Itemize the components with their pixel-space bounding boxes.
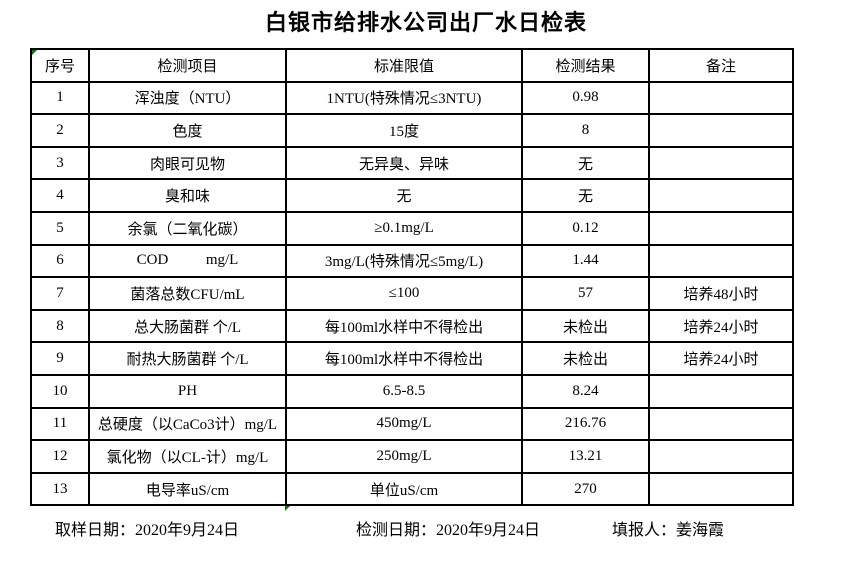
table-cell[interactable]: 无 bbox=[521, 178, 650, 213]
table-cell[interactable] bbox=[648, 471, 794, 507]
table-row: 9 耐热大肠菌群 个/L 每100ml水样中不得检出 未检出 培养24小时 bbox=[30, 341, 794, 376]
table-row: 12 氯化物（以CL-计）mg/L 250mg/L 13.21 bbox=[30, 439, 794, 474]
table-cell[interactable] bbox=[648, 178, 794, 213]
table-cell[interactable]: 1NTU(特殊情况≤3NTU) bbox=[285, 80, 523, 116]
table-cell[interactable]: 余氯（二氧化碳） bbox=[88, 210, 287, 246]
header-row: 序号 检测项目 标准限值 检测结果 备注 bbox=[30, 48, 794, 83]
column-header[interactable]: 序号 bbox=[30, 48, 90, 83]
table-cell[interactable]: 总大肠菌群 个/L bbox=[88, 308, 287, 344]
table-cell[interactable] bbox=[648, 439, 794, 474]
table-cell[interactable]: 0.98 bbox=[521, 80, 650, 116]
table-cell[interactable]: 未检出 bbox=[521, 308, 650, 344]
table-cell[interactable]: 无 bbox=[285, 178, 523, 213]
table-cell[interactable]: 1 bbox=[30, 80, 90, 116]
table-cell[interactable]: 216.76 bbox=[521, 406, 650, 442]
table-cell[interactable]: 2 bbox=[30, 113, 90, 148]
table-cell[interactable]: 12 bbox=[30, 439, 90, 474]
table-cell[interactable]: 臭和味 bbox=[88, 178, 287, 213]
table-cell[interactable]: 0.12 bbox=[521, 210, 650, 246]
table-cell[interactable]: 单位uS/cm bbox=[285, 471, 523, 507]
table-row: 5 余氯（二氧化碳） ≥0.1mg/L 0.12 bbox=[30, 210, 794, 246]
table-cell[interactable]: 无 bbox=[521, 145, 650, 181]
table-cell[interactable]: 培养24小时 bbox=[648, 341, 794, 376]
table-cell[interactable]: 培养48小时 bbox=[648, 276, 794, 311]
table-cell[interactable]: 9 bbox=[30, 341, 90, 376]
table-cell[interactable]: 肉眼可见物 bbox=[88, 145, 287, 181]
table-cell[interactable]: 4 bbox=[30, 178, 90, 213]
table-cell[interactable] bbox=[648, 145, 794, 181]
table-cell[interactable]: 菌落总数CFU/mL bbox=[88, 276, 287, 311]
table-cell[interactable]: 13 bbox=[30, 471, 90, 507]
table-cell[interactable] bbox=[648, 243, 794, 279]
table-cell[interactable]: COD mg/L bbox=[88, 243, 287, 279]
table-cell[interactable]: 8.24 bbox=[521, 373, 650, 409]
table-row: 3 肉眼可见物 无异臭、异味无 bbox=[30, 145, 794, 181]
table-cell[interactable]: 270 bbox=[521, 471, 650, 507]
table-row: 4 臭和味无无 bbox=[30, 178, 794, 213]
table-row: 13 电导率uS/cm 单位uS/cm 270 bbox=[30, 471, 794, 507]
table-cell[interactable]: 57 bbox=[521, 276, 650, 311]
table-cell[interactable] bbox=[648, 80, 794, 116]
table-cell[interactable]: 13.21 bbox=[521, 439, 650, 474]
table-cell[interactable]: 浑浊度（NTU） bbox=[88, 80, 287, 116]
footer: 取样日期：2020年9月24日 检测日期：2020年9月24日 填报人：姜海霞 bbox=[0, 516, 852, 539]
table-cell[interactable]: 8 bbox=[30, 308, 90, 344]
table-cell[interactable]: 每100ml水样中不得检出 bbox=[285, 341, 523, 376]
table-cell[interactable] bbox=[648, 406, 794, 442]
table-cell[interactable]: 色度 bbox=[88, 113, 287, 148]
excel-green-corner-icon bbox=[32, 50, 37, 55]
table-cell[interactable] bbox=[648, 373, 794, 409]
excel-green-corner-icon bbox=[285, 506, 290, 512]
reporter-label: 填报人：姜海霞 bbox=[612, 522, 725, 539]
test-date-label: 检测日期：2020年9月24日 bbox=[356, 522, 541, 539]
table-row: 8 总大肠菌群 个/L 每100ml水样中不得检出 未检出 培养24小时 bbox=[30, 308, 794, 344]
inspection-table-wrap: 序号 检测项目 标准限值 检测结果 备注 1 浑浊度（NTU） 1NTU(特殊情况≤3NTU… bbox=[30, 48, 794, 512]
table-cell[interactable]: 450mg/L bbox=[285, 406, 523, 442]
inspection-table: 序号 检测项目 标准限值 检测结果 备注 1 浑浊度（NTU） 1NTU(特殊情况≤3NTU… bbox=[30, 48, 794, 507]
table-cell[interactable]: 每100ml水样中不得检出 bbox=[285, 308, 523, 344]
sampling-date-label: 取样日期：2020年9月24日 bbox=[55, 522, 240, 539]
table-cell[interactable]: 未检出 bbox=[521, 341, 650, 376]
column-header[interactable]: 备注 bbox=[648, 48, 794, 83]
table-cell[interactable]: 1.44 bbox=[521, 243, 650, 279]
table-cell[interactable]: PH bbox=[88, 373, 287, 409]
table-cell[interactable]: 耐热大肠菌群 个/L bbox=[88, 341, 287, 376]
table-row: 10 PH 6.5-8.5 8.24 bbox=[30, 373, 794, 409]
column-header[interactable]: 检测项目 bbox=[88, 48, 287, 83]
table-row: 6 COD mg/L 3mg/L(特殊情况≤5mg/L) 1.44 bbox=[30, 243, 794, 279]
table-cell[interactable]: 无异臭、异味 bbox=[285, 145, 523, 181]
table-cell[interactable]: 15度 bbox=[285, 113, 523, 148]
table-cell[interactable]: 7 bbox=[30, 276, 90, 311]
table-row: 11 总硬度（以CaCo3计）mg/L 450mg/L 216.76 bbox=[30, 406, 794, 442]
table-cell[interactable]: 250mg/L bbox=[285, 439, 523, 474]
table-cell[interactable] bbox=[648, 210, 794, 246]
table-cell[interactable]: 培养24小时 bbox=[648, 308, 794, 344]
column-header[interactable]: 标准限值 bbox=[285, 48, 523, 83]
table-cell[interactable]: 氯化物（以CL-计）mg/L bbox=[88, 439, 287, 474]
table-cell[interactable]: 3mg/L(特殊情况≤5mg/L) bbox=[285, 243, 523, 279]
table-cell[interactable]: 总硬度（以CaCo3计）mg/L bbox=[88, 406, 287, 442]
table-row: 7 菌落总数CFU/mL ≤100 57 培养48小时 bbox=[30, 276, 794, 311]
table-cell[interactable]: 5 bbox=[30, 210, 90, 246]
table-row: 1 浑浊度（NTU） 1NTU(特殊情况≤3NTU) 0.98 bbox=[30, 80, 794, 116]
table-cell[interactable]: 3 bbox=[30, 145, 90, 181]
page-title: 白银市给排水公司出厂水日检表 bbox=[264, 10, 587, 35]
table-cell[interactable]: 6.5-8.5 bbox=[285, 373, 523, 409]
table-cell[interactable]: 10 bbox=[30, 373, 90, 409]
table-cell[interactable]: ≥0.1mg/L bbox=[285, 210, 523, 246]
table-cell[interactable]: ≤100 bbox=[285, 276, 523, 311]
table-cell[interactable]: 6 bbox=[30, 243, 90, 279]
table-cell[interactable]: 8 bbox=[521, 113, 650, 148]
column-header[interactable]: 检测结果 bbox=[521, 48, 650, 83]
table-cell[interactable]: 电导率uS/cm bbox=[88, 471, 287, 507]
table-cell[interactable]: 11 bbox=[30, 406, 90, 442]
table-cell[interactable] bbox=[648, 113, 794, 148]
table-row: 2 色度 15度 8 bbox=[30, 113, 794, 148]
table-body: 1 浑浊度（NTU） 1NTU(特殊情况≤3NTU) 0.98 2 色度 15度 8 3 肉眼可见… bbox=[30, 80, 794, 507]
